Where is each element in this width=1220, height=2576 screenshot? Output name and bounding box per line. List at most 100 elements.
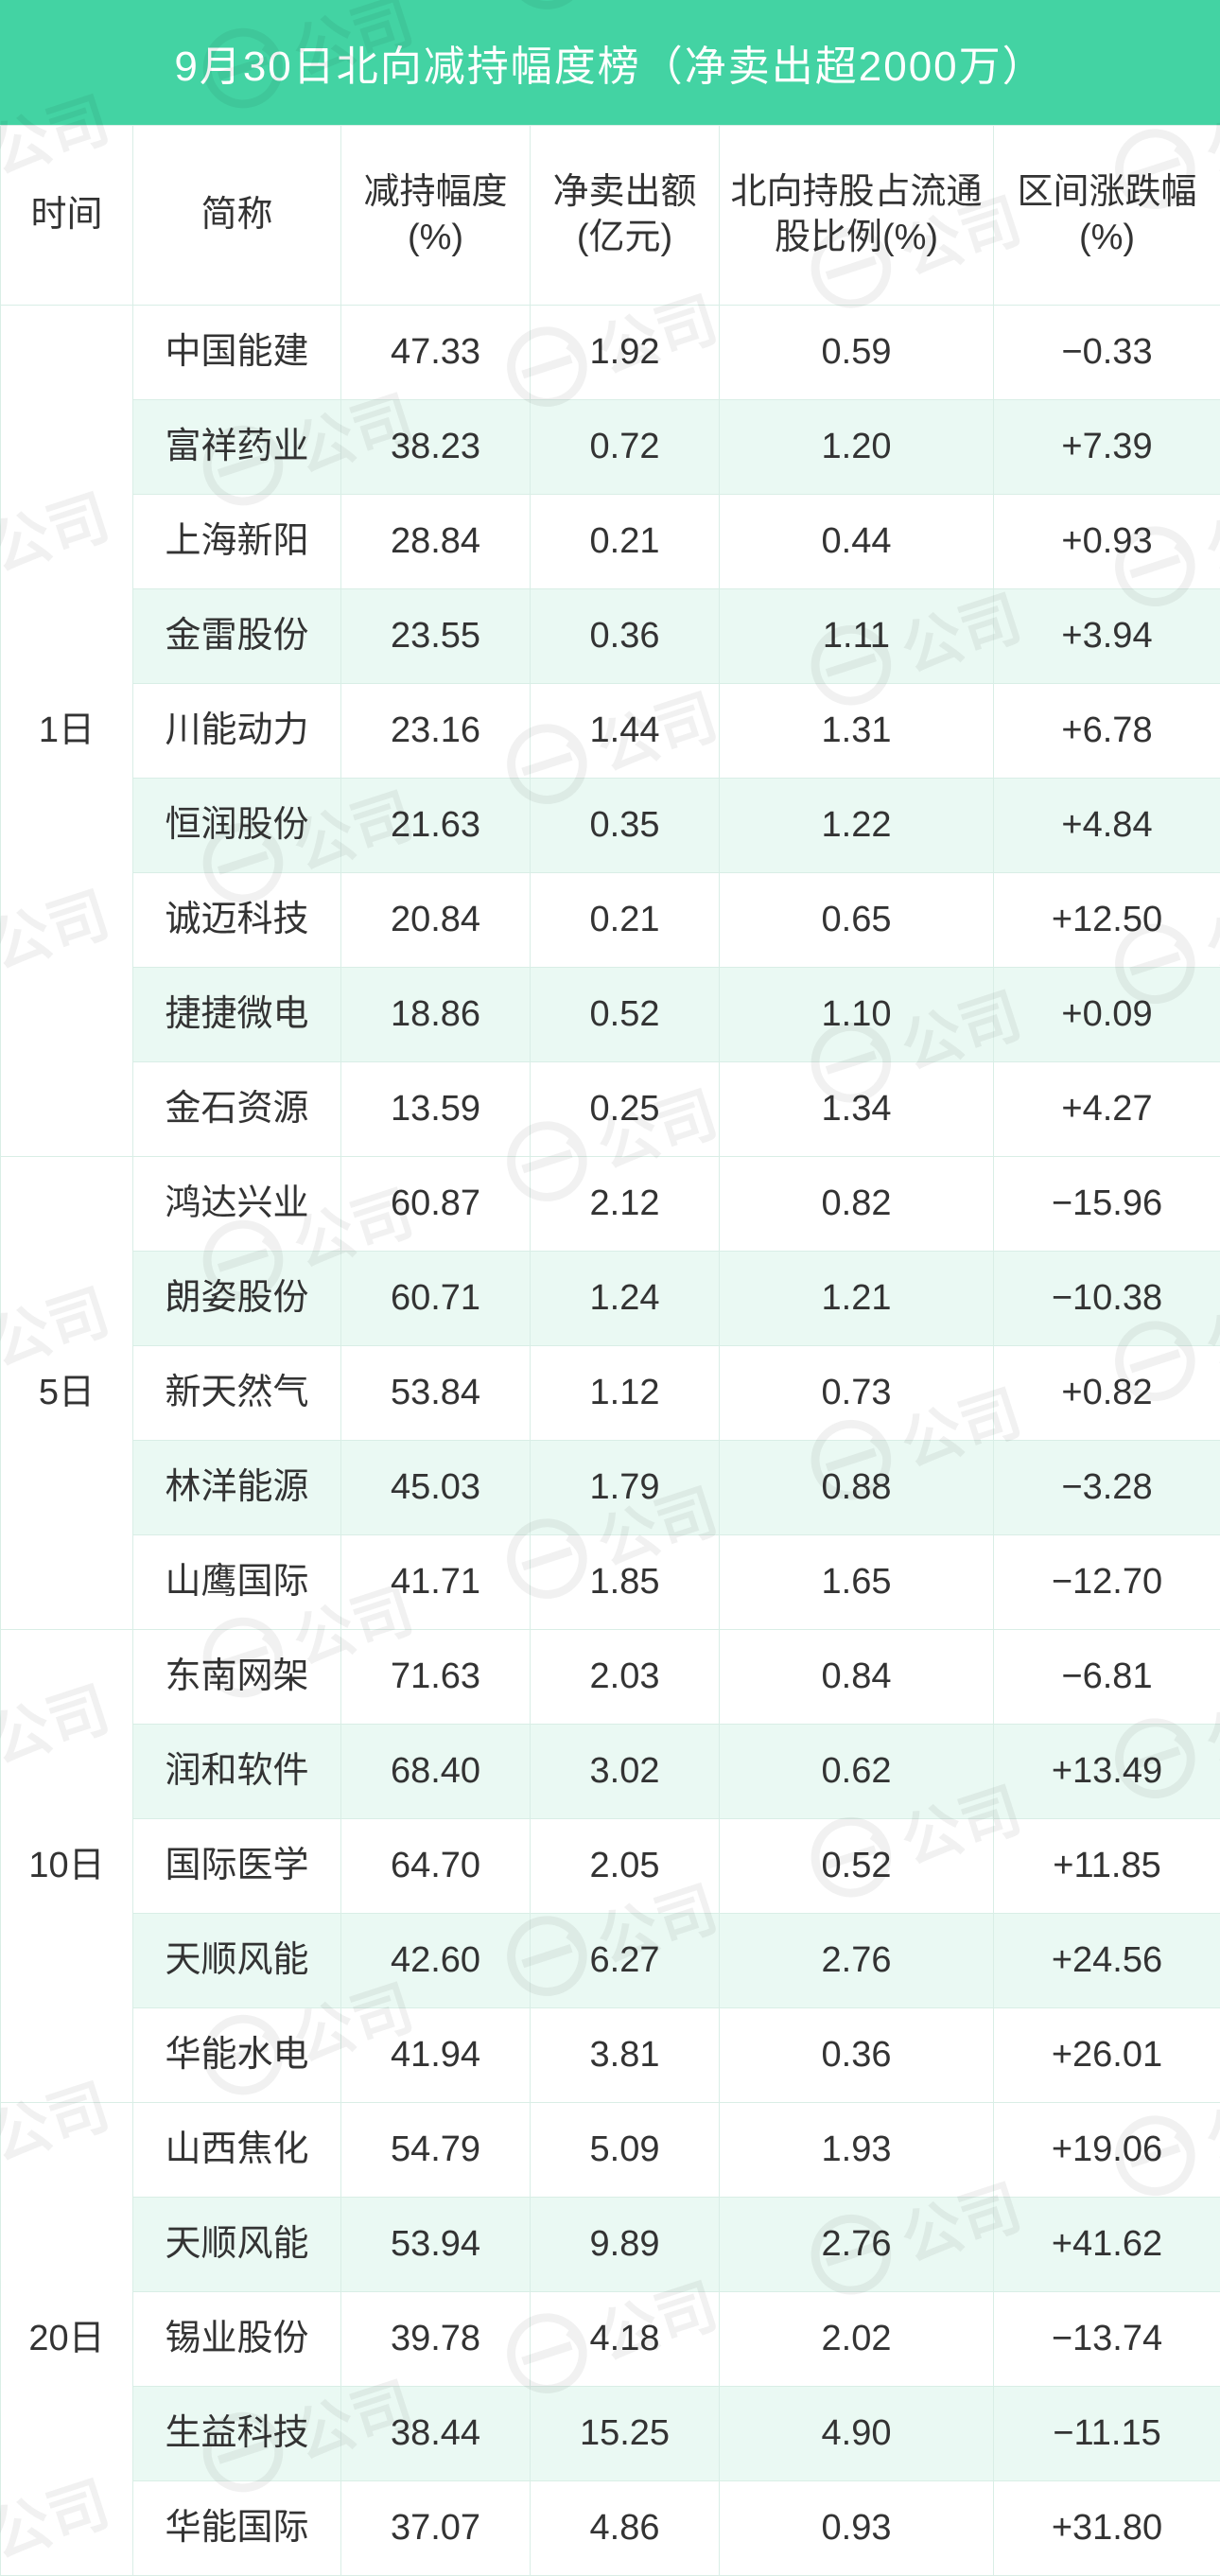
table-row: 金石资源13.590.251.34+4.27 [1, 1062, 1220, 1157]
table-row: 生益科技38.4415.254.90−11.15 [1, 2387, 1220, 2481]
hold-pct: 2.02 [720, 2292, 994, 2387]
interval-chg: +41.62 [994, 2198, 1220, 2292]
table-row: 新天然气53.841.120.73+0.82 [1, 1346, 1220, 1441]
interval-chg: +0.09 [994, 968, 1220, 1062]
hold-pct: 0.82 [720, 1157, 994, 1252]
interval-chg: −3.28 [994, 1441, 1220, 1535]
hold-pct: 0.73 [720, 1346, 994, 1441]
reduce-pct: 41.71 [341, 1535, 531, 1630]
reduce-pct: 28.84 [341, 495, 531, 589]
net-sell: 5.09 [531, 2103, 720, 2198]
interval-chg: +19.06 [994, 2103, 1220, 2198]
table-row: 锡业股份39.784.182.02−13.74 [1, 2292, 1220, 2387]
reduce-pct: 54.79 [341, 2103, 531, 2198]
interval-chg: −13.74 [994, 2292, 1220, 2387]
interval-chg: +11.85 [994, 1819, 1220, 1914]
table-row: 10日东南网架71.632.030.84−6.81 [1, 1630, 1220, 1725]
reduce-pct: 42.60 [341, 1914, 531, 2008]
table-row: 上海新阳28.840.210.44+0.93 [1, 495, 1220, 589]
reduce-pct: 38.44 [341, 2387, 531, 2481]
net-sell: 0.72 [531, 400, 720, 495]
hold-pct: 1.65 [720, 1535, 994, 1630]
col-net: 净卖出额(亿元) [531, 126, 720, 306]
table-row: 诚迈科技20.840.210.65+12.50 [1, 873, 1220, 968]
stock-name: 鸿达兴业 [133, 1157, 341, 1252]
interval-chg: −15.96 [994, 1157, 1220, 1252]
stock-name: 华能国际 [133, 2481, 341, 2576]
stock-name: 生益科技 [133, 2387, 341, 2481]
stock-name: 润和软件 [133, 1725, 341, 1819]
stock-name: 朗姿股份 [133, 1252, 341, 1346]
table-row: 5日鸿达兴业60.872.120.82−15.96 [1, 1157, 1220, 1252]
reduce-pct: 41.94 [341, 2008, 531, 2103]
stock-name: 金石资源 [133, 1062, 341, 1157]
hold-pct: 1.22 [720, 779, 994, 873]
reduce-pct: 39.78 [341, 2292, 531, 2387]
net-sell: 6.27 [531, 1914, 720, 2008]
net-sell: 1.79 [531, 1441, 720, 1535]
reduce-pct: 60.87 [341, 1157, 531, 1252]
hold-pct: 2.76 [720, 2198, 994, 2292]
net-sell: 0.52 [531, 968, 720, 1062]
table-row: 川能动力23.161.441.31+6.78 [1, 684, 1220, 779]
net-sell: 2.05 [531, 1819, 720, 1914]
table-row: 天顺风能53.949.892.76+41.62 [1, 2198, 1220, 2292]
interval-chg: +7.39 [994, 400, 1220, 495]
interval-chg: +4.27 [994, 1062, 1220, 1157]
reduce-pct: 13.59 [341, 1062, 531, 1157]
reduce-pct: 53.84 [341, 1346, 531, 1441]
col-reduce: 减持幅度(%) [341, 126, 531, 306]
net-sell: 15.25 [531, 2387, 720, 2481]
interval-chg: −12.70 [994, 1535, 1220, 1630]
interval-chg: +13.49 [994, 1725, 1220, 1819]
reduce-pct: 45.03 [341, 1441, 531, 1535]
hold-pct: 0.52 [720, 1819, 994, 1914]
reduce-pct: 23.16 [341, 684, 531, 779]
table-row: 天顺风能42.606.272.76+24.56 [1, 1914, 1220, 2008]
hold-pct: 1.21 [720, 1252, 994, 1346]
period-cell: 20日 [1, 2103, 133, 2576]
stock-name: 锡业股份 [133, 2292, 341, 2387]
net-sell: 0.35 [531, 779, 720, 873]
header-row: 时间 简称 减持幅度(%) 净卖出额(亿元) 北向持股占流通股比例(%) 区间涨… [1, 126, 1220, 306]
hold-pct: 1.11 [720, 589, 994, 684]
table-row: 金雷股份23.550.361.11+3.94 [1, 589, 1220, 684]
interval-chg: −6.81 [994, 1630, 1220, 1725]
period-cell: 5日 [1, 1157, 133, 1630]
table-row: 林洋能源45.031.790.88−3.28 [1, 1441, 1220, 1535]
reduce-pct: 47.33 [341, 306, 531, 400]
col-name: 简称 [133, 126, 341, 306]
interval-chg: +31.80 [994, 2481, 1220, 2576]
table-row: 朗姿股份60.711.241.21−10.38 [1, 1252, 1220, 1346]
net-sell: 4.18 [531, 2292, 720, 2387]
stock-name: 天顺风能 [133, 2198, 341, 2292]
reduce-pct: 20.84 [341, 873, 531, 968]
reduce-pct: 64.70 [341, 1819, 531, 1914]
period-cell: 1日 [1, 306, 133, 1157]
col-hold: 北向持股占流通股比例(%) [720, 126, 994, 306]
net-sell: 1.92 [531, 306, 720, 400]
stock-name: 诚迈科技 [133, 873, 341, 968]
net-sell: 1.44 [531, 684, 720, 779]
net-sell: 3.02 [531, 1725, 720, 1819]
net-sell: 9.89 [531, 2198, 720, 2292]
table-row: 润和软件68.403.020.62+13.49 [1, 1725, 1220, 1819]
net-sell: 1.24 [531, 1252, 720, 1346]
hold-pct: 1.34 [720, 1062, 994, 1157]
net-sell: 0.21 [531, 495, 720, 589]
stock-name: 东南网架 [133, 1630, 341, 1725]
net-sell: 2.12 [531, 1157, 720, 1252]
net-sell: 1.85 [531, 1535, 720, 1630]
reduce-pct: 37.07 [341, 2481, 531, 2576]
hold-pct: 1.10 [720, 968, 994, 1062]
reduce-pct: 68.40 [341, 1725, 531, 1819]
table-container: 9月30日北向减持幅度榜（净卖出超2000万） 时间 简称 减持幅度(%) 净卖… [0, 0, 1220, 2576]
hold-pct: 1.20 [720, 400, 994, 495]
interval-chg: +3.94 [994, 589, 1220, 684]
table-row: 国际医学64.702.050.52+11.85 [1, 1819, 1220, 1914]
stock-name: 川能动力 [133, 684, 341, 779]
net-sell: 1.12 [531, 1346, 720, 1441]
stock-name: 山西焦化 [133, 2103, 341, 2198]
stock-name: 金雷股份 [133, 589, 341, 684]
hold-pct: 0.44 [720, 495, 994, 589]
